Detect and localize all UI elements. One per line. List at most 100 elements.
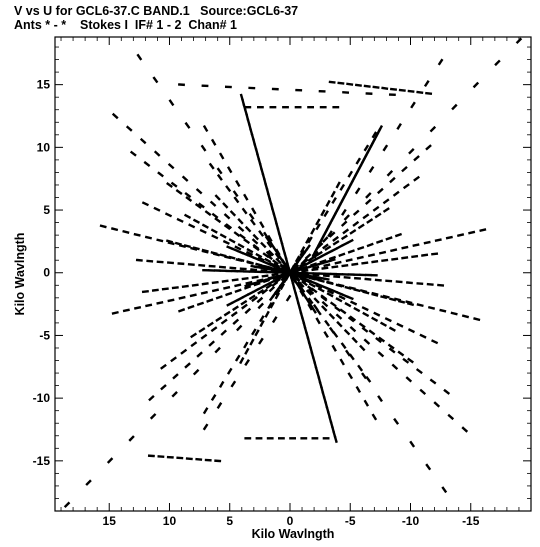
uv-point: [335, 297, 343, 303]
uv-point: [341, 208, 347, 216]
uv-point: [234, 288, 242, 294]
uv-point: [263, 231, 269, 239]
uv-point: [429, 125, 437, 133]
uv-point: [239, 356, 245, 365]
uv-point: [198, 202, 205, 209]
uv-point: [218, 152, 225, 160]
uv-point: [298, 281, 305, 288]
uv-point: [375, 337, 382, 344]
uv-point: [181, 175, 189, 182]
uv-point: [401, 256, 409, 260]
uv-point: [415, 368, 423, 375]
uv-point: [332, 331, 339, 338]
uv-point: [245, 113, 250, 121]
uv-point: [265, 187, 270, 196]
uv-point: [246, 118, 251, 126]
uv-point: [259, 319, 265, 328]
uv-point: [110, 227, 119, 232]
uv-point: [271, 207, 276, 215]
uv-point: [262, 177, 267, 186]
uv-point: [245, 280, 253, 285]
uv-point: [276, 227, 281, 235]
uv-point: [316, 371, 321, 379]
uv-point: [291, 268, 299, 274]
uv-point: [204, 210, 212, 217]
uv-point: [305, 331, 310, 339]
uv-point: [262, 278, 271, 284]
uv-point: [196, 351, 203, 358]
uv-point: [247, 123, 252, 131]
uv-point: [256, 296, 264, 304]
uv-point: [347, 170, 354, 178]
uv-point: [268, 197, 273, 205]
uv-point: [331, 265, 339, 269]
uv-point: [311, 267, 319, 272]
uv-point: [323, 330, 329, 339]
uv-point: [252, 243, 260, 250]
uv-point: [328, 258, 336, 263]
uv-point: [243, 341, 249, 349]
uv-point: [366, 218, 374, 224]
uv-point: [264, 257, 272, 264]
y-tick-label: 15: [37, 78, 51, 92]
uv-point: [357, 245, 365, 251]
uv-point: [195, 188, 203, 195]
uv-point: [302, 321, 307, 329]
uv-point: [268, 285, 276, 293]
uv-point: [315, 255, 323, 261]
uv-point: [443, 388, 451, 395]
uv-point: [365, 375, 372, 383]
y-axis-label: Kilo Wavlngth: [13, 233, 27, 316]
uv-point: [275, 222, 280, 230]
uv-point: [374, 212, 382, 219]
uv-point: [390, 248, 398, 253]
uv-point: [160, 363, 167, 370]
uv-point: [322, 277, 330, 281]
ticks: 15 10 5 0 -5 -10 -15 15 10 5 0 -5 -10 -15: [33, 37, 531, 528]
uv-point: [303, 326, 308, 334]
uv-point: [315, 317, 321, 325]
uv-point: [237, 243, 245, 249]
uv-point: [258, 163, 263, 171]
uv-point: [315, 250, 323, 257]
uv-point: [161, 287, 169, 291]
uv-point: [382, 207, 390, 213]
uv-point: [316, 242, 324, 249]
uv-point: [279, 283, 286, 291]
uv-point: [237, 218, 244, 225]
uv-point: [321, 300, 329, 308]
uv-point: [315, 223, 321, 231]
uv-point: [284, 257, 289, 265]
uv-point: [331, 426, 336, 434]
uv-point: [307, 236, 313, 244]
uv-point: [178, 244, 187, 249]
uv-point: [266, 236, 272, 244]
uv-point: [431, 339, 439, 345]
uv-point: [141, 289, 149, 294]
uv-point: [190, 341, 198, 348]
uv-point: [171, 286, 179, 290]
uv-point: [350, 300, 358, 306]
uv-point: [368, 329, 376, 336]
uv-point: [332, 239, 340, 246]
uv-point: [221, 279, 229, 283]
uv-point: [251, 328, 257, 336]
uv-point: [210, 394, 217, 402]
uv-point: [185, 196, 193, 202]
uv-point: [251, 275, 259, 279]
uv-point: [437, 58, 444, 66]
uv-point: [377, 351, 385, 358]
uv-point: [307, 285, 314, 292]
uv-point: [277, 232, 282, 240]
uv-point: [170, 181, 178, 188]
uv-point: [272, 275, 280, 280]
uv-point: [257, 158, 262, 166]
data-points: [63, 37, 523, 508]
uv-point: [377, 395, 383, 403]
uv-point: [342, 228, 350, 235]
uv-point: [237, 225, 245, 232]
uv-point: [298, 286, 305, 294]
uv-point: [125, 125, 133, 132]
uv-point: [243, 238, 251, 245]
uv-point: [377, 187, 384, 195]
